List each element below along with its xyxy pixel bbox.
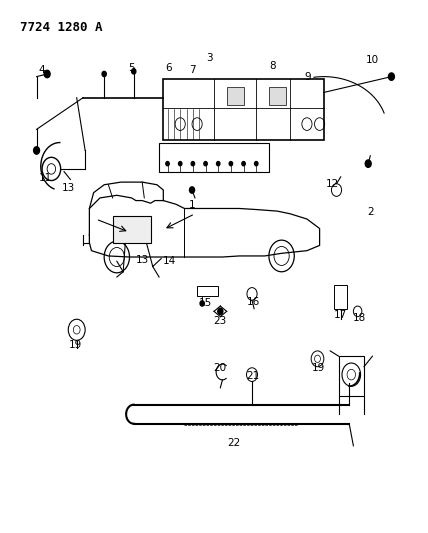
Bar	[113, 216, 151, 243]
Circle shape	[389, 73, 394, 80]
Circle shape	[229, 161, 232, 166]
Text: 12: 12	[326, 179, 339, 189]
Circle shape	[218, 308, 223, 314]
Text: 15: 15	[199, 298, 212, 309]
Text: 19: 19	[69, 340, 82, 350]
Circle shape	[217, 161, 220, 166]
Bar	[334, 285, 347, 309]
Circle shape	[166, 161, 169, 166]
Circle shape	[132, 69, 136, 74]
Text: 21: 21	[246, 370, 259, 381]
Circle shape	[242, 161, 245, 166]
Bar	[197, 286, 218, 295]
Text: 9: 9	[304, 71, 311, 82]
Circle shape	[365, 160, 371, 167]
Circle shape	[190, 187, 195, 193]
Circle shape	[191, 161, 195, 166]
Text: 16: 16	[247, 297, 260, 307]
Text: 22: 22	[228, 438, 241, 448]
Text: 18: 18	[353, 313, 366, 322]
Text: 11: 11	[39, 173, 52, 183]
Circle shape	[204, 161, 207, 166]
Text: 13: 13	[136, 255, 149, 265]
Circle shape	[44, 70, 50, 78]
Circle shape	[102, 71, 106, 77]
Text: 13: 13	[62, 183, 75, 193]
Text: 8: 8	[269, 61, 276, 71]
Circle shape	[200, 301, 204, 306]
Bar	[227, 87, 244, 105]
Text: 7: 7	[189, 65, 195, 75]
Circle shape	[34, 147, 39, 154]
Text: 6: 6	[166, 63, 172, 72]
Bar	[269, 87, 286, 105]
Circle shape	[255, 161, 258, 166]
Text: 3: 3	[206, 53, 213, 63]
Bar	[163, 79, 324, 140]
Bar	[159, 142, 269, 172]
Bar	[339, 356, 364, 395]
Text: 14: 14	[163, 256, 176, 266]
Text: 1: 1	[189, 200, 195, 210]
Text: 2: 2	[367, 207, 374, 217]
Text: 17: 17	[334, 310, 348, 320]
Text: 23: 23	[213, 316, 226, 326]
Text: 4: 4	[39, 65, 45, 75]
Text: 19: 19	[312, 363, 325, 373]
Circle shape	[178, 161, 182, 166]
Text: 7724 1280 A: 7724 1280 A	[20, 21, 102, 34]
Text: 10: 10	[366, 55, 379, 64]
Text: 5: 5	[128, 63, 135, 72]
Text: 20: 20	[213, 363, 226, 373]
